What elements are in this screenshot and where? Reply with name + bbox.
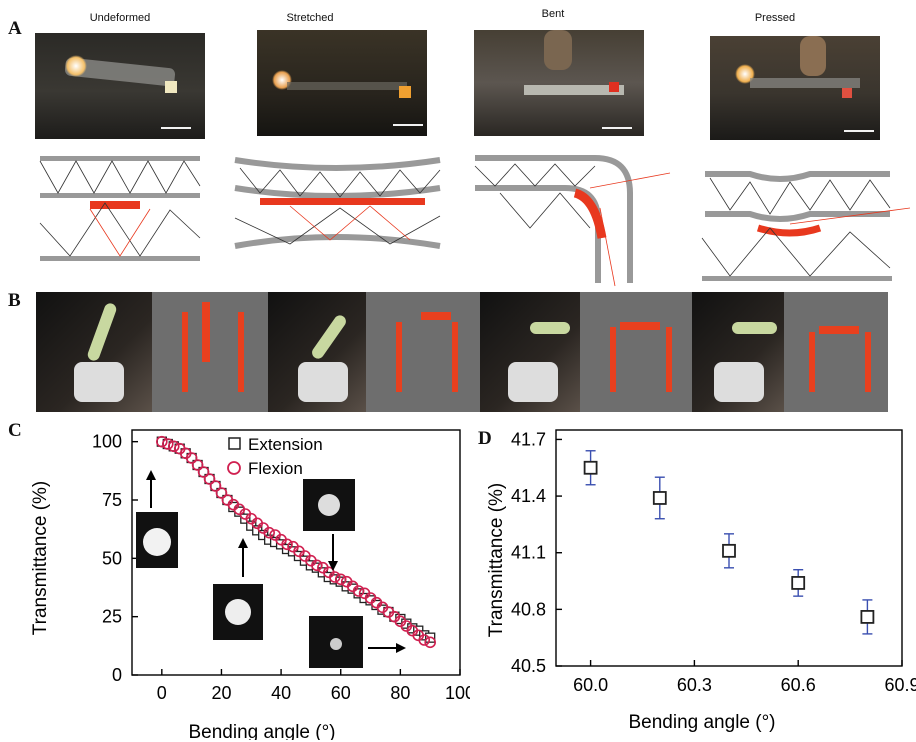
caption-stretched: Stretched <box>286 12 334 24</box>
data-point <box>860 610 875 624</box>
photo-stretched <box>257 30 427 136</box>
caption-pressed: Pressed <box>754 12 796 24</box>
x-tick-label: 100 <box>445 683 470 703</box>
data-point-flexion <box>167 440 180 453</box>
beam-spot <box>330 638 342 650</box>
schematic-undeformed <box>39 156 201 261</box>
x-tick-label: 60.0 <box>573 675 608 695</box>
hand-model-render <box>366 292 480 412</box>
photo-pressed <box>710 36 880 140</box>
y-tick-label: 100 <box>92 432 122 452</box>
beam-spot <box>143 528 171 556</box>
y-axis-label: Transmittance (%) <box>30 481 51 636</box>
x-tick-label: 20 <box>211 683 231 703</box>
data-point-flexion <box>424 636 436 649</box>
data-point-flexion <box>334 573 347 586</box>
scale-bar <box>393 124 423 126</box>
data-point-flexion <box>156 435 168 448</box>
hand-model-render <box>784 292 888 412</box>
glove-photo <box>36 292 152 412</box>
chart-c: 0204060801000255075100 ExtensionFlexion … <box>30 429 470 740</box>
legend-marker-extension <box>228 437 241 450</box>
x-axis-label: Bending angle (°) <box>628 712 775 733</box>
hand-model-render <box>152 292 268 412</box>
data-point-flexion <box>185 452 198 464</box>
y-tick-label: 41.4 <box>511 486 546 506</box>
scale-bar <box>161 127 191 129</box>
data-point-flexion <box>263 526 275 539</box>
x-tick-label: 60 <box>331 683 351 703</box>
data-point <box>583 460 598 475</box>
panel-letter-c: C <box>8 420 22 441</box>
x-tick-label: 60.6 <box>781 675 816 695</box>
legend-label-flexion: Flexion <box>248 459 303 478</box>
photo-bent <box>474 30 644 136</box>
scale-bar <box>844 130 874 132</box>
data-point-flexion <box>209 480 222 492</box>
data-point <box>652 491 667 505</box>
y-tick-label: 25 <box>102 607 122 627</box>
glove-photo <box>692 292 784 412</box>
plot-frame <box>555 429 903 667</box>
hand-tracking-strip <box>36 292 888 412</box>
x-tick-label: 60.3 <box>677 675 712 695</box>
caption-undeformed: Undeformed <box>89 12 151 24</box>
photo-undeformed <box>35 33 205 139</box>
y-tick-label: 0 <box>112 665 122 685</box>
caption-bent: Bent <box>541 8 565 20</box>
y-tick-label: 41.7 <box>511 429 546 449</box>
plot-frame <box>131 429 461 676</box>
panel-letter-a: A <box>8 18 22 39</box>
chart-d: 60.0 60.3 60.6 60.9 40.5 40.8 41.1 41.4 41.7 Ben… <box>486 429 916 733</box>
beam-spot <box>225 599 251 625</box>
data-point-flexion <box>328 571 341 583</box>
x-axis-label: Bending angle (°) <box>188 722 335 740</box>
y-tick-label: 41.1 <box>511 543 546 563</box>
panel-letter-d: D <box>478 428 492 449</box>
data-point <box>791 576 806 590</box>
beam-spot <box>318 494 340 516</box>
x-tick-label: 40 <box>271 683 291 703</box>
y-tick-label: 75 <box>102 490 122 510</box>
data-point-flexion <box>191 459 204 471</box>
data-point-flexion <box>203 473 216 485</box>
data-point-flexion <box>161 438 174 450</box>
data-point-flexion <box>352 585 365 597</box>
data-point-flexion <box>215 487 228 499</box>
y-axis-label: Transmittance (%) <box>486 483 507 638</box>
schematic-bent <box>474 155 671 287</box>
glove-photo <box>480 292 580 412</box>
data-point-flexion <box>281 538 293 551</box>
x-tick-label: 0 <box>157 683 167 703</box>
data-point-flexion <box>418 634 431 646</box>
data-point-flexion <box>311 559 323 572</box>
y-tick-label: 50 <box>102 548 122 568</box>
y-tick-label: 40.5 <box>511 656 546 676</box>
x-tick-label: 80 <box>390 683 410 703</box>
data-point-flexion <box>197 466 210 478</box>
y-tick-label: 40.8 <box>511 599 546 619</box>
waveguide-schematics <box>39 155 910 287</box>
schematic-stretched <box>234 157 441 249</box>
beam-spot-insets <box>136 470 406 668</box>
scale-bar <box>602 127 632 129</box>
data-point <box>722 543 736 558</box>
panel-letter-b: B <box>8 290 21 311</box>
legend-label-extension: Extension <box>248 435 323 454</box>
glove-photo <box>268 292 366 412</box>
schematic-pressed <box>701 171 910 281</box>
legend-marker-flexion <box>227 461 241 475</box>
x-tick-label: 60.9 <box>884 675 916 695</box>
hand-model-render <box>580 292 692 412</box>
